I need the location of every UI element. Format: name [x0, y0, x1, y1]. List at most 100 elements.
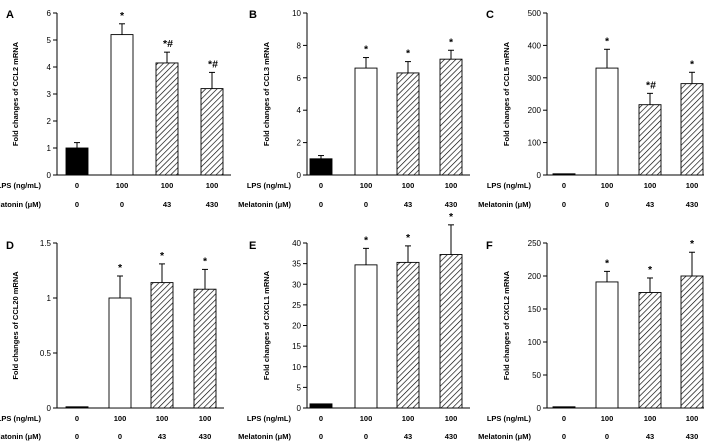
melatonin-value: 0 — [562, 200, 566, 209]
lps-row-label: LPS (ng/mL) — [0, 181, 41, 190]
panel-label: C — [486, 9, 494, 21]
y-tick-label: 5 — [297, 383, 302, 392]
y-tick-label: 0.5 — [40, 349, 52, 358]
melatonin-row-label: Melatonin (μM) — [238, 200, 291, 209]
y-tick-label: 2 — [297, 139, 302, 148]
melatonin-value: 43 — [404, 432, 412, 441]
y-axis-title: Fold changes of CXCL2 mRNA — [502, 270, 511, 380]
lps-row-label: LPS (ng/mL) — [487, 414, 532, 423]
bar-100-43 — [155, 62, 179, 176]
panel-f: F 0 50 100 150 200 250 Fold changes of CXCL2 mR… — [478, 238, 704, 441]
y-tick-label: 0 — [537, 171, 542, 180]
y-tick-label: 1 — [47, 294, 52, 303]
significance-mark: * — [648, 264, 653, 276]
lps-value: 100 — [402, 414, 415, 423]
melatonin-value: 430 — [445, 432, 458, 441]
bar-100-43 — [638, 104, 662, 176]
y-tick-label: 100 — [528, 338, 542, 347]
lps-value: 100 — [156, 414, 169, 423]
melatonin-value: 430 — [686, 200, 699, 209]
melatonin-row-label: Melatonin (μM) — [478, 200, 531, 209]
y-tick-label: 8 — [297, 41, 302, 50]
significance-mark: * — [120, 10, 125, 22]
lps-value: 100 — [644, 414, 657, 423]
panel-label: E — [249, 240, 256, 252]
significance-mark: * — [406, 48, 411, 60]
lps-value: 100 — [445, 414, 458, 423]
lps-value: 100 — [360, 181, 373, 190]
significance-mark: * — [690, 58, 695, 70]
y-tick-label: 6 — [297, 74, 302, 83]
bar-100-430 — [680, 83, 704, 176]
y-tick-label: 0 — [537, 404, 542, 413]
significance-mark: * — [364, 234, 369, 246]
melatonin-value: 43 — [646, 432, 654, 441]
melatonin-value: 43 — [163, 200, 171, 209]
y-tick-label: 10 — [292, 9, 301, 18]
bar-0-0 — [65, 406, 89, 409]
significance-mark: *# — [646, 79, 656, 91]
bar-100-0 — [595, 67, 619, 176]
melatonin-value: 43 — [404, 200, 412, 209]
bar-0-0 — [65, 147, 89, 176]
lps-value: 100 — [445, 181, 458, 190]
melatonin-row-label: Melatonin (μM) — [478, 432, 531, 441]
y-tick-label: 50 — [532, 371, 541, 380]
lps-value: 100 — [114, 414, 127, 423]
lps-value: 0 — [562, 181, 566, 190]
bar-100-0 — [108, 297, 132, 409]
y-tick-label: 30 — [292, 280, 301, 289]
bar-0-0 — [309, 403, 333, 409]
melatonin-value: 0 — [605, 200, 609, 209]
y-tick-label: 1.5 — [40, 239, 52, 248]
bar-100-430 — [439, 254, 463, 409]
bar-100-430 — [680, 275, 704, 409]
melatonin-row-label: Melatonin (μM) — [238, 432, 291, 441]
lps-row-label: LPS (ng/mL) — [247, 181, 292, 190]
significance-mark: * — [118, 262, 123, 274]
y-tick-label: 4 — [297, 106, 302, 115]
lps-value: 100 — [161, 181, 174, 190]
melatonin-value: 0 — [319, 432, 323, 441]
melatonin-value: 0 — [75, 432, 79, 441]
significance-mark: * — [364, 44, 369, 56]
lps-value: 100 — [686, 414, 699, 423]
y-tick-label: 500 — [528, 9, 542, 18]
significance-mark: * — [605, 35, 610, 47]
significance-mark: * — [449, 211, 454, 223]
y-tick-label: 6 — [47, 9, 52, 18]
melatonin-value: 0 — [118, 432, 122, 441]
y-tick-label: 10 — [292, 363, 301, 372]
panel-label: B — [249, 9, 257, 21]
melatonin-value: 0 — [562, 432, 566, 441]
y-axis-title: Fold changes of CCL2 mRNA — [11, 41, 20, 146]
y-tick-label: 1 — [47, 144, 52, 153]
y-tick-label: 4 — [47, 63, 52, 72]
melatonin-value: 0 — [75, 200, 79, 209]
y-tick-label: 35 — [292, 260, 301, 269]
y-tick-label: 400 — [528, 41, 542, 50]
lps-value: 100 — [601, 181, 614, 190]
bar-0-0 — [552, 173, 576, 176]
significance-mark: * — [605, 257, 610, 269]
y-tick-label: 100 — [528, 139, 542, 148]
bar-100-0 — [354, 264, 378, 409]
y-tick-label: 25 — [292, 301, 301, 310]
lps-row-label: LPS (ng/mL) — [247, 414, 292, 423]
panel-a: A 0 1 2 3 4 5 6 Fold changes of CCL2 mRNA * *# *# LP… — [0, 9, 231, 209]
lps-value: 0 — [319, 414, 323, 423]
y-tick-label: 0 — [297, 404, 302, 413]
y-tick-label: 200 — [528, 106, 542, 115]
bar-100-43 — [396, 261, 420, 409]
melatonin-value: 0 — [605, 432, 609, 441]
significance-mark: * — [406, 232, 411, 244]
lps-row-label: LPS (ng/mL) — [487, 181, 532, 190]
panel-label: D — [6, 240, 14, 252]
lps-value: 100 — [206, 181, 219, 190]
bar-0-0 — [552, 406, 576, 409]
significance-mark: *# — [208, 58, 218, 70]
bar-100-0 — [110, 34, 134, 176]
y-tick-label: 150 — [528, 305, 542, 314]
significance-mark: * — [449, 36, 454, 48]
